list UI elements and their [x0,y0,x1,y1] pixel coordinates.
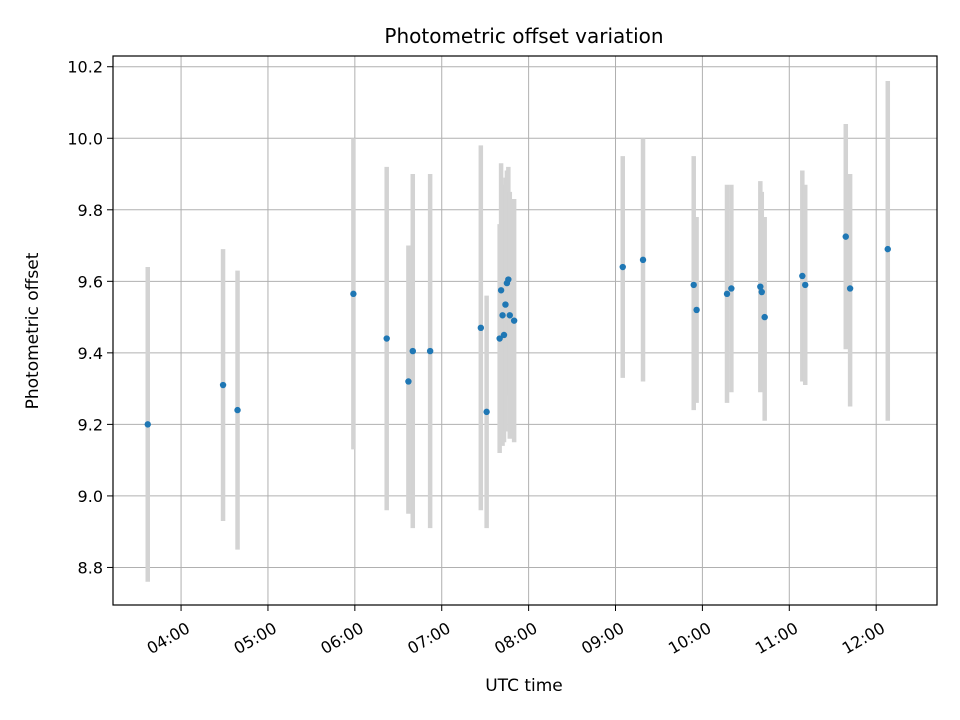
y-tick-label: 9.4 [78,344,103,363]
data-point [497,287,505,294]
y-tick-label: 9.0 [78,487,103,506]
data-point [761,313,768,321]
data-point [144,421,151,428]
y-axis-label: Photometric offset [23,252,43,409]
data-point [802,281,809,289]
data-points [144,233,891,428]
y-tick-label: 9.2 [78,415,103,434]
data-point [639,256,647,264]
data-point [728,285,735,292]
data-point [500,331,508,339]
y-tick-label: 10.0 [67,129,103,148]
axes-frame [112,55,938,606]
data-point [506,312,513,319]
data-point [693,306,700,314]
data-point [846,285,854,292]
data-point [502,301,509,308]
data-point [496,335,503,342]
x-axis-label: UTC time [485,676,563,696]
data-point [842,233,849,240]
data-point [234,406,241,414]
data-point [505,276,512,283]
data-point [383,335,390,342]
data-point [510,317,518,324]
data-point [799,272,806,280]
y-tick-label: 8.8 [78,558,103,577]
data-point [350,290,357,298]
data-point [884,245,891,253]
data-point [758,288,765,296]
chart-title: Photometric offset variation [384,24,663,48]
data-point [690,281,697,289]
data-point [723,290,731,298]
y-tick-label: 9.6 [78,272,103,291]
data-point [477,324,485,332]
data-point [757,283,764,290]
data-point [219,381,227,389]
data-point [426,347,434,355]
y-tick-label: 10.2 [67,58,103,77]
data-point [483,408,490,416]
data-point [619,263,626,271]
data-point [499,312,506,319]
data-point [405,378,412,385]
data-point [409,347,416,355]
y-tick-label: 9.8 [78,201,103,220]
